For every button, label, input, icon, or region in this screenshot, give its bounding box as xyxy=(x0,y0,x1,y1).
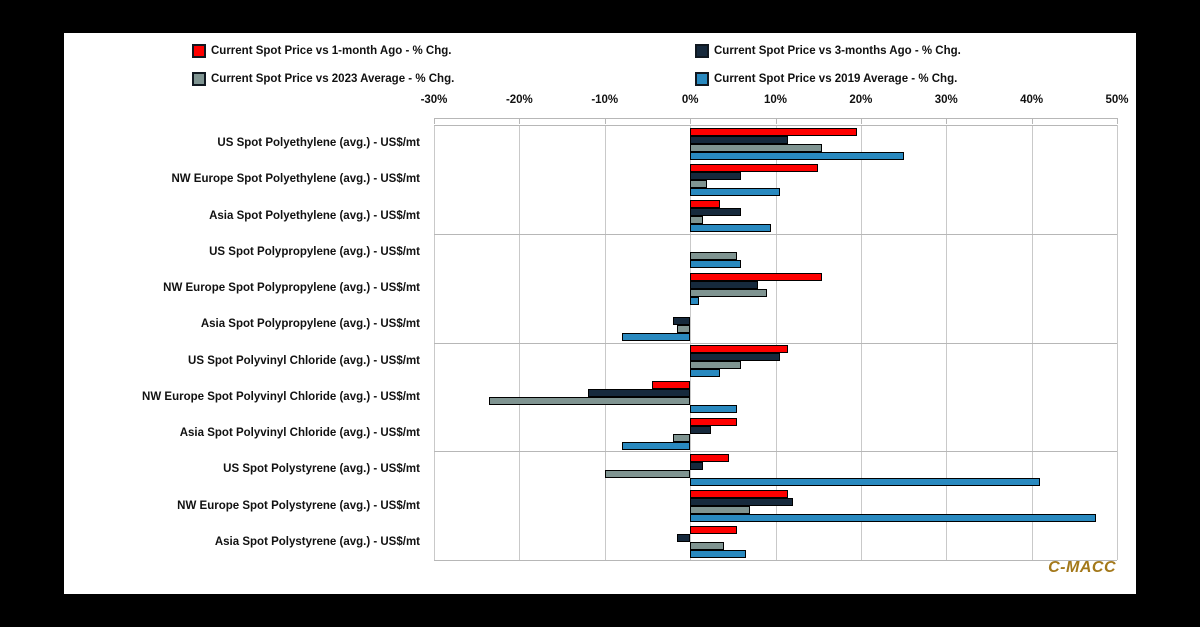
group-separator-line xyxy=(434,233,1117,235)
x-tick-mark xyxy=(604,118,606,124)
chart-card: Current Spot Price vs 1-month Ago - % Ch… xyxy=(64,33,1136,594)
x-tick-label: -30% xyxy=(420,94,448,106)
x-tick-label: 40% xyxy=(1020,94,1044,106)
legend-swatch-icon xyxy=(695,43,709,58)
bar-series-4 xyxy=(690,296,699,305)
x-tick-label: -10% xyxy=(591,94,619,106)
x-tick-mark xyxy=(1117,118,1118,124)
group-separator-line xyxy=(434,451,1117,453)
brand-logo-text: C-MACC xyxy=(1048,559,1116,576)
bar-series-4 xyxy=(690,550,746,559)
bar-series-4 xyxy=(690,514,1096,522)
bar-series-2 xyxy=(690,171,742,180)
category-label: NW Europe Spot Polypropylene (avg.) - US… xyxy=(163,282,420,295)
bar-series-4 xyxy=(690,369,720,377)
bar-series-4 xyxy=(621,332,691,341)
x-tick-label: -20% xyxy=(505,94,533,106)
bar-series-4 xyxy=(690,187,780,196)
category-label: US Spot Polyvinyl Chloride (avg.) - US$/… xyxy=(188,354,420,367)
bar-series-1 xyxy=(651,381,691,390)
legend-swatch-icon xyxy=(192,43,206,58)
bar-series-3 xyxy=(690,288,767,297)
x-tick-mark xyxy=(1031,118,1033,124)
bar-series-1 xyxy=(690,200,720,208)
x-tick-mark xyxy=(775,118,777,124)
bar-series-2 xyxy=(690,135,789,144)
bar-series-2 xyxy=(690,498,793,506)
bar-series-3 xyxy=(690,506,750,514)
bar-series-2 xyxy=(587,389,691,398)
legend-item-label: Current Spot Price vs 1-month Ago - % Ch… xyxy=(211,44,452,57)
group-separator-line xyxy=(434,342,1117,344)
bar-series-2 xyxy=(673,316,691,325)
x-tick-label: 50% xyxy=(1105,94,1129,106)
bar-series-1 xyxy=(690,272,823,281)
bar-series-4 xyxy=(621,441,691,450)
bar-series-3 xyxy=(604,469,691,478)
bar-series-1 xyxy=(690,417,738,426)
legend-item-label: Current Spot Price vs 2019 Average - % C… xyxy=(714,72,958,85)
bar-series-1 xyxy=(690,163,819,172)
bar-series-2 xyxy=(690,208,742,216)
bar-series-2 xyxy=(690,353,780,361)
x-tick-label: 30% xyxy=(934,94,958,106)
legend-swatch-icon xyxy=(192,71,206,86)
category-label: US Spot Polypropylene (avg.) - US$/mt xyxy=(209,245,420,258)
x-tick-label: 10% xyxy=(763,94,788,106)
x-tick-label: 0% xyxy=(681,94,699,106)
bar-series-4 xyxy=(690,405,738,414)
legend: Current Spot Price vs 1-month Ago - % Ch… xyxy=(192,41,1102,88)
bar-series-4 xyxy=(690,151,904,160)
category-label: US Spot Polystyrene (avg.) - US$/mt xyxy=(223,463,420,476)
bar-series-3 xyxy=(690,216,703,224)
category-label: NW Europe Spot Polystyrene (avg.) - US$/… xyxy=(177,499,420,512)
category-label: Asia Spot Polyvinyl Chloride (avg.) - US… xyxy=(179,427,420,440)
bar-series-4 xyxy=(690,224,772,232)
x-tick-label: 20% xyxy=(849,94,873,106)
category-label: US Spot Polyethylene (avg.) - US$/mt xyxy=(217,137,420,150)
bar-series-2 xyxy=(677,534,691,543)
bar-series-2 xyxy=(690,425,712,434)
plot-border-bottom xyxy=(434,560,1117,561)
bar-series-3 xyxy=(673,433,691,442)
bar-series-3 xyxy=(690,143,823,152)
x-tick-mark xyxy=(946,118,948,124)
bar-series-4 xyxy=(690,260,742,269)
category-label: NW Europe Spot Polyvinyl Chloride (avg.)… xyxy=(142,390,420,403)
category-label: NW Europe Spot Polyethylene (avg.) - US$… xyxy=(171,173,420,186)
bar-series-3 xyxy=(690,542,725,551)
x-tick-mark xyxy=(690,118,692,124)
bar-series-1 xyxy=(690,127,857,136)
bar-series-1 xyxy=(690,345,789,353)
category-label: Asia Spot Polypropylene (avg.) - US$/mt xyxy=(200,318,420,331)
bar-series-3 xyxy=(489,397,691,406)
bar-series-2 xyxy=(690,461,703,470)
x-tick-mark xyxy=(434,118,435,124)
bar-series-4 xyxy=(690,477,1041,486)
legend-item: Current Spot Price vs 3-months Ago - % C… xyxy=(695,41,1102,60)
bar-series-1 xyxy=(690,490,789,498)
x-gridline xyxy=(1117,125,1118,560)
bar-series-3 xyxy=(690,361,742,369)
legend-item-label: Current Spot Price vs 3-months Ago - % C… xyxy=(714,44,961,57)
category-label: Asia Spot Polyethylene (avg.) - US$/mt xyxy=(209,209,420,222)
legend-swatch-icon xyxy=(695,71,709,86)
bar-series-3 xyxy=(677,324,691,333)
bar-series-2 xyxy=(690,280,759,289)
bar-series-1 xyxy=(690,526,738,535)
legend-item: Current Spot Price vs 2023 Average - % C… xyxy=(192,69,695,88)
plot-border-top xyxy=(434,125,1117,126)
legend-item: Current Spot Price vs 2019 Average - % C… xyxy=(695,69,1102,88)
legend-item: Current Spot Price vs 1-month Ago - % Ch… xyxy=(192,41,695,60)
x-tick-mark xyxy=(519,118,521,124)
category-label: Asia Spot Polystyrene (avg.) - US$/mt xyxy=(214,535,420,548)
bar-series-3 xyxy=(690,179,708,188)
legend-item-label: Current Spot Price vs 2023 Average - % C… xyxy=(211,72,455,85)
bar-series-1 xyxy=(690,453,729,462)
x-tick-mark xyxy=(860,118,862,124)
bar-series-3 xyxy=(690,252,738,261)
